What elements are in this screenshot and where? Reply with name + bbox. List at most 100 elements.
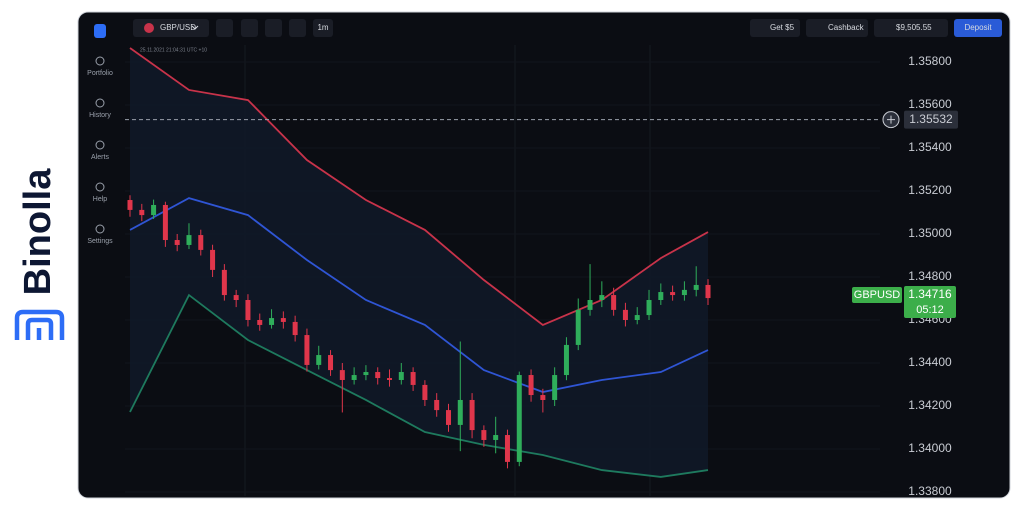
top-bar: GBP/USD 1m Get $5 Cashback $9,505.55 Dep… <box>133 19 1002 37</box>
price-label-box <box>904 110 958 129</box>
candle-body <box>375 372 381 379</box>
drawing-button[interactable] <box>265 19 282 37</box>
balance: $9,505.55 <box>896 23 932 32</box>
y-tick-label: 1.35600 <box>908 97 952 111</box>
deposit-button[interactable] <box>954 19 1002 37</box>
sidebar-item[interactable]: History <box>89 112 111 119</box>
candle-body <box>540 395 546 400</box>
candle-body <box>552 375 558 400</box>
bonus: Get $5 <box>770 23 795 32</box>
chart-type-button[interactable] <box>289 19 306 37</box>
candle-body <box>339 370 345 380</box>
y-tick-label: 1.33800 <box>908 484 952 498</box>
timestamp: 25.11.2021 21:04:31 UTC +10 <box>140 47 207 53</box>
help-icon[interactable] <box>95 182 105 192</box>
candle-body <box>398 372 404 380</box>
candle-body <box>186 235 192 245</box>
last-price-box <box>904 286 956 319</box>
sidebar: Portfolio History Alerts Help Settings <box>87 56 113 245</box>
y-tick-label: 1.35000 <box>908 226 952 240</box>
y-tick-label: 1.34000 <box>908 441 952 455</box>
candle-body <box>221 269 227 296</box>
deposit: Deposit <box>964 23 992 32</box>
brand-logo <box>14 309 65 340</box>
candle-body <box>504 435 510 462</box>
pair-selector[interactable] <box>133 19 209 37</box>
candle-body <box>269 318 275 325</box>
plot: 1.35800 1.35600 1.35400 1.35200 1.35000 1.348… <box>125 45 958 498</box>
candle-body <box>351 375 357 380</box>
candle-body <box>622 309 628 320</box>
y-tick-label: 1.34200 <box>908 398 952 412</box>
sidebar-item[interactable]: Help <box>93 196 108 203</box>
pair: GBP/USD <box>160 23 196 32</box>
alerts-icon[interactable] <box>95 140 105 150</box>
app-logo[interactable] <box>94 24 106 38</box>
candle-body <box>634 315 640 320</box>
candle-body <box>210 249 216 270</box>
info-button[interactable] <box>216 19 233 37</box>
timeframe-button[interactable] <box>313 19 333 37</box>
timer: 05:12 <box>916 304 944 316</box>
bonus-button[interactable] <box>750 19 800 37</box>
candle-body <box>328 355 334 371</box>
candle-body <box>516 375 522 462</box>
candle-body <box>304 335 310 365</box>
candle-body <box>563 344 569 376</box>
candle-body <box>445 410 451 425</box>
band-line <box>129 197 709 393</box>
candle-body <box>575 309 581 345</box>
sidebar-item[interactable]: Settings <box>87 238 113 245</box>
indicators-button[interactable] <box>241 19 258 37</box>
symbol-box <box>852 287 902 304</box>
sidebar-item[interactable]: Alerts <box>91 154 109 161</box>
candle-body <box>233 295 239 301</box>
candle-body <box>693 284 699 290</box>
candle-body <box>387 378 393 380</box>
candle-body <box>280 318 286 322</box>
brand: Binolla <box>17 168 59 296</box>
band-line <box>129 293 709 478</box>
candle-body <box>493 435 499 440</box>
cashback-button[interactable] <box>806 19 868 37</box>
candle-body <box>434 399 440 411</box>
symbol: GBPUSD <box>854 289 901 301</box>
y-tick-label: 1.34400 <box>908 355 952 369</box>
candle-body <box>198 235 204 250</box>
band-line <box>129 47 709 326</box>
candle-body <box>611 295 617 310</box>
candle-body <box>257 320 263 325</box>
candle-body <box>151 204 157 216</box>
history-icon[interactable] <box>95 98 105 108</box>
candle-body <box>292 321 298 336</box>
candle-body <box>316 355 322 365</box>
last-price: 1.34716 <box>908 287 952 301</box>
plus-icon <box>887 115 895 124</box>
y-tick-label: 1.34800 <box>908 269 952 283</box>
portfolio-icon[interactable] <box>95 56 105 66</box>
candle-body <box>422 384 428 400</box>
candle-body <box>457 399 463 425</box>
y-tick-label: 1.35800 <box>908 54 952 68</box>
candle-body <box>245 300 251 320</box>
candle-body <box>469 399 475 431</box>
app-frame <box>77 11 1011 499</box>
candle-body <box>481 430 487 440</box>
band-fill <box>130 48 708 477</box>
flag-icon <box>144 23 154 33</box>
sidebar-item[interactable]: Portfolio <box>87 70 113 77</box>
balance-button[interactable] <box>874 19 948 37</box>
candle-body <box>599 295 605 301</box>
dropdown-arrow <box>191 25 199 30</box>
candle-body <box>587 300 593 310</box>
candle-body <box>646 300 652 316</box>
candle-body <box>174 240 180 245</box>
y-tick-label: 1.35400 <box>908 140 952 154</box>
candle-body <box>705 284 711 299</box>
candle-body <box>139 209 145 216</box>
settings-icon[interactable] <box>95 224 105 234</box>
current-price: 1.35532 <box>909 112 953 126</box>
candle-body <box>670 292 676 296</box>
candle-body <box>658 292 664 301</box>
